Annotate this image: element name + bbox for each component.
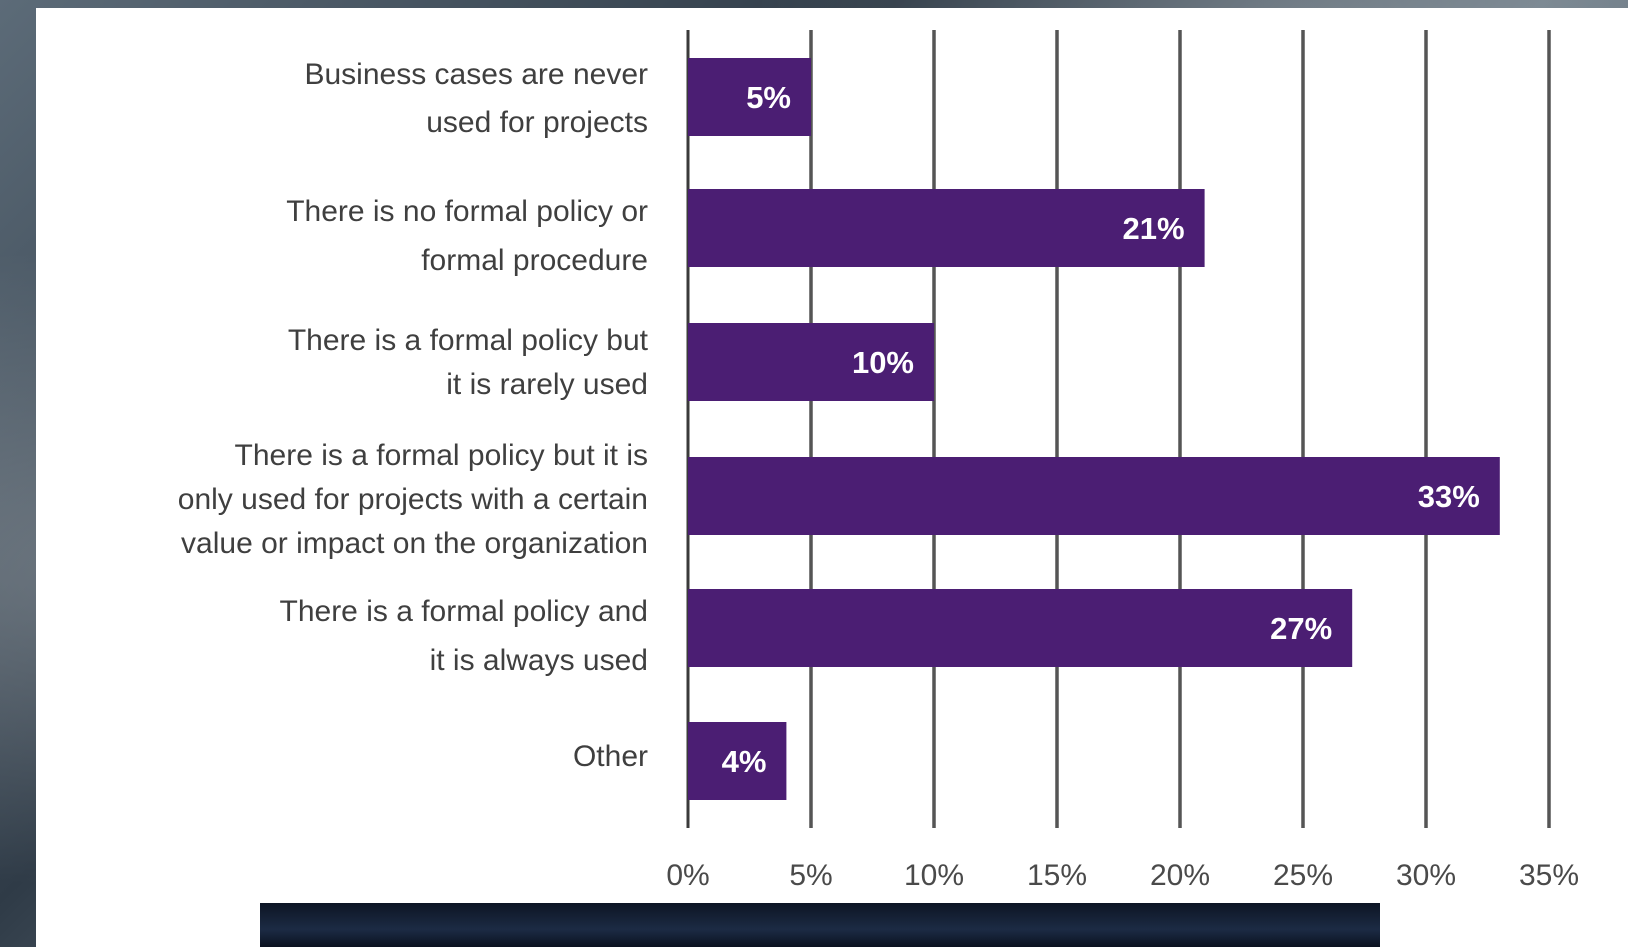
bar (688, 457, 1500, 535)
x-tick-label: 25% (1273, 859, 1333, 892)
bar-value-label: 21% (1123, 211, 1185, 246)
category-label: it is always used (430, 644, 648, 677)
category-label: formal procedure (421, 244, 648, 277)
category-label: value or impact on the organization (181, 527, 648, 560)
bar (688, 189, 1205, 267)
category-labels: Business cases are never used for project… (178, 58, 649, 773)
bar-value-label: 27% (1270, 611, 1332, 646)
bar (688, 323, 934, 401)
category-label: There is no formal policy or (286, 195, 648, 228)
x-tick-label: 15% (1027, 859, 1087, 892)
gridlines (686, 30, 1551, 828)
x-axis-ticks: 0% 5% 10% 15% 20% 25% 30% 35% (666, 859, 1579, 892)
bar-value-label: 33% (1418, 479, 1480, 514)
bar-value-label: 10% (852, 345, 914, 380)
bars: 5% 21% 10% 33% 27% 4% (688, 58, 1500, 800)
x-tick-label: 20% (1150, 859, 1210, 892)
bar-value-label: 5% (746, 80, 791, 115)
x-tick-label: 30% (1396, 859, 1456, 892)
bar (688, 58, 811, 136)
category-label: only used for projects with a certain (178, 483, 648, 516)
category-label: Business cases are never (304, 58, 648, 91)
bar (688, 722, 787, 800)
x-tick-label: 0% (666, 859, 709, 892)
category-label: There is a formal policy but (288, 324, 649, 357)
category-label: it is rarely used (446, 368, 648, 401)
category-label: There is a formal policy but it is (235, 439, 648, 472)
x-tick-label: 10% (904, 859, 964, 892)
x-tick-label: 5% (789, 859, 832, 892)
bottom-image-strip (260, 903, 1380, 947)
x-tick-label: 35% (1519, 859, 1579, 892)
category-label: Other (573, 740, 648, 773)
category-label: There is a formal policy and (280, 595, 649, 628)
category-label: used for projects (426, 106, 648, 139)
bar (688, 589, 1353, 667)
bar-value-label: 4% (722, 744, 767, 779)
